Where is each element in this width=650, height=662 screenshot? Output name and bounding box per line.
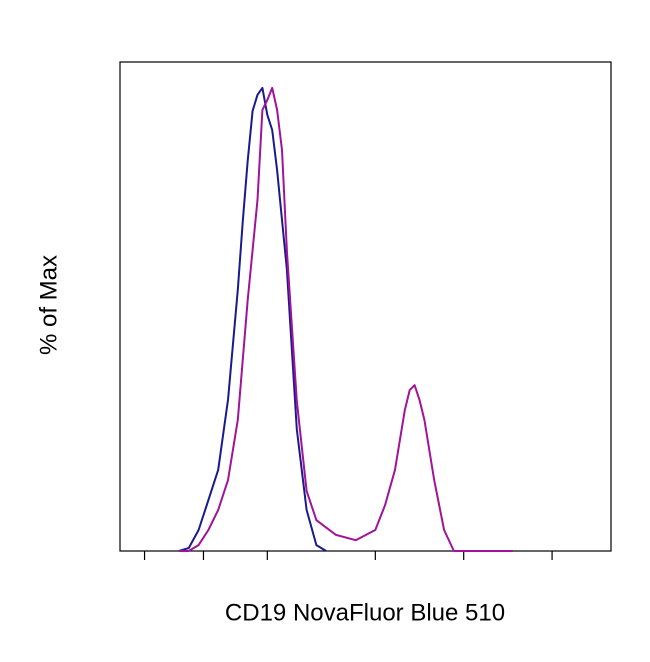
x-axis-label: CD19 NovaFluor Blue 510 (225, 599, 505, 626)
histogram-line (178, 86, 327, 552)
histogram-line (178, 86, 513, 552)
plot-frame (119, 61, 612, 552)
y-axis-label: % of Max (35, 255, 62, 355)
